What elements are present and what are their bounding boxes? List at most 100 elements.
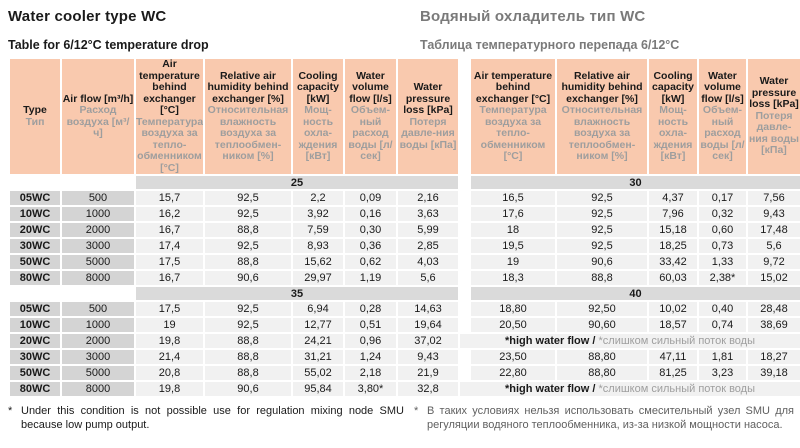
- value-cell: 2,85: [398, 239, 458, 253]
- column-group-spacer: [460, 191, 469, 205]
- value-cell: 92,5: [205, 191, 291, 205]
- value-cell: 14,63: [398, 302, 458, 316]
- value-cell: 9,43: [398, 350, 458, 364]
- table-row: 05WC 500 15,7 92,5 2,2 0,09 2,16 16,5 92,5 4,37 0,…: [10, 191, 800, 205]
- column-header-en: Relative air humidity behind exchanger […: [207, 69, 289, 105]
- value-cell: 19,5: [471, 239, 555, 253]
- table-row: 10WC 1000 16,2 92,5 3,92 0,16 3,63 17,6 92,5 7,96…: [10, 207, 800, 221]
- value-cell: 18,80: [471, 302, 555, 316]
- column-header: Cooling capacity [kW] Мощ-ность охла-жден…: [649, 59, 697, 174]
- value-cell: 1,19: [345, 271, 396, 285]
- value-cell: 12,77: [293, 318, 343, 332]
- airflow-cell: 3000: [62, 350, 134, 364]
- footnote-text-ru: В таких условиях нельзя использовать сме…: [427, 405, 794, 431]
- airflow-cell: 2000: [62, 223, 134, 237]
- band-row: 25 30: [10, 176, 800, 189]
- value-cell: 15,62: [293, 255, 343, 269]
- value-cell: 92,5: [557, 207, 647, 221]
- column-header-ru: Объем-ный расход воды [л/сек]: [700, 104, 745, 162]
- value-cell: 20,50: [471, 318, 555, 332]
- airflow-cell: 3000: [62, 239, 134, 253]
- type-cell: 05WC: [10, 191, 60, 205]
- column-header-en: Type: [23, 104, 47, 116]
- footnote-text-en: Under this condition is not possible use…: [21, 405, 404, 431]
- value-cell: 92,5: [557, 239, 647, 253]
- column-header-en: Cooling capacity [kW]: [296, 69, 340, 105]
- airflow-cell: 1000: [62, 318, 134, 332]
- column-header: Air temperature behind exchanger [°C] Тем…: [136, 59, 203, 174]
- value-cell: 88,8: [205, 255, 291, 269]
- value-cell: 17,5: [136, 302, 203, 316]
- value-cell: 23,50: [471, 350, 555, 364]
- airflow-cell: 1000: [62, 207, 134, 221]
- value-cell: 90,6: [205, 271, 291, 285]
- value-cell: 3,80*: [345, 382, 396, 396]
- value-cell: 90,6: [205, 382, 291, 396]
- airflow-cell: 8000: [62, 382, 134, 396]
- value-cell: 4,03: [398, 255, 458, 269]
- value-cell: 9,72: [748, 255, 800, 269]
- value-cell: 92,5: [205, 207, 291, 221]
- value-cell: 88,8: [205, 223, 291, 237]
- footnote-ru: * В таких условиях нельзя использовать с…: [414, 405, 794, 432]
- column-group-spacer: [460, 176, 469, 189]
- type-cell: 30WC: [10, 350, 60, 364]
- column-group-spacer: [460, 366, 469, 380]
- airflow-cell: 5000: [62, 255, 134, 269]
- value-cell: 92,5: [205, 302, 291, 316]
- value-cell: 16,7: [136, 271, 203, 285]
- value-cell: 6,94: [293, 302, 343, 316]
- value-cell: 0,09: [345, 191, 396, 205]
- column-header-en: Water pressure loss [kPa]: [403, 81, 453, 116]
- column-group-spacer: [460, 302, 469, 316]
- table-row: 80WC 8000 16,7 90,6 29,97 1,19 5,6 18,3 88,8 60,0…: [10, 271, 800, 285]
- footnote-en: * Under this condition is not possible u…: [8, 405, 404, 432]
- value-cell: 39,18: [748, 366, 800, 380]
- value-cell: 92,5: [557, 223, 647, 237]
- column-header-ru: Мощ-ность охла-ждения [кВт]: [298, 104, 338, 162]
- value-cell: 17,48: [748, 223, 800, 237]
- type-cell: 10WC: [10, 318, 60, 332]
- column-group-spacer: [460, 350, 469, 364]
- type-cell: 50WC: [10, 255, 60, 269]
- value-cell: 18: [471, 223, 555, 237]
- value-cell: 16,7: [136, 223, 203, 237]
- value-cell: 17,5: [136, 255, 203, 269]
- table-row: 50WC 5000 17,5 88,8 15,62 0,62 4,03 19 90,6 33,42…: [10, 255, 800, 269]
- value-cell: 17,4: [136, 239, 203, 253]
- value-cell: 1,24: [345, 350, 396, 364]
- value-cell: 0,30: [345, 223, 396, 237]
- value-cell: 19,8: [136, 334, 203, 348]
- value-cell: 21,9: [398, 366, 458, 380]
- type-cell: 20WC: [10, 223, 60, 237]
- value-cell: 17,6: [471, 207, 555, 221]
- value-cell: 21,4: [136, 350, 203, 364]
- value-cell: 16,2: [136, 207, 203, 221]
- band-label-right: 30: [471, 176, 800, 189]
- table-body: 25 30 05WC 500 15,7 92,5 2,2 0,09 2,16 16,5 92,5 4,…: [10, 176, 800, 396]
- value-cell: 0,17: [699, 191, 746, 205]
- column-header-ru: Потеря давле-ния воды [кПа]: [748, 109, 800, 157]
- type-cell: 05WC: [10, 302, 60, 316]
- high-water-note-en: *high water flow /: [505, 383, 596, 395]
- value-cell: 2,2: [293, 191, 343, 205]
- value-cell: 18,57: [649, 318, 697, 332]
- column-header: Water volume flow [l/s] Объем-ный расход …: [699, 59, 746, 174]
- column-group-spacer: [460, 239, 469, 253]
- band-label-right: 40: [471, 287, 800, 300]
- airflow-cell: 2000: [62, 334, 134, 348]
- value-cell: 88,80: [557, 350, 647, 364]
- value-cell: 22,80: [471, 366, 555, 380]
- value-cell: 18,27: [748, 350, 800, 364]
- table-row: 20WC 2000 16,7 88,8 7,59 0,30 5,99 18 92,5 15,18 0…: [10, 223, 800, 237]
- value-cell: 0,62: [345, 255, 396, 269]
- page-subtitle-en: Table for 6/12°C temperature drop: [8, 38, 209, 52]
- airflow-cell: 5000: [62, 366, 134, 380]
- value-cell: 5,99: [398, 223, 458, 237]
- band-row: 35 40: [10, 287, 800, 300]
- value-cell: 2,18: [345, 366, 396, 380]
- column-header-ru: Относительная влажность воздуха за тепло…: [561, 104, 643, 162]
- value-cell: 95,84: [293, 382, 343, 396]
- value-cell: 1,81: [699, 350, 746, 364]
- type-cell: 20WC: [10, 334, 60, 348]
